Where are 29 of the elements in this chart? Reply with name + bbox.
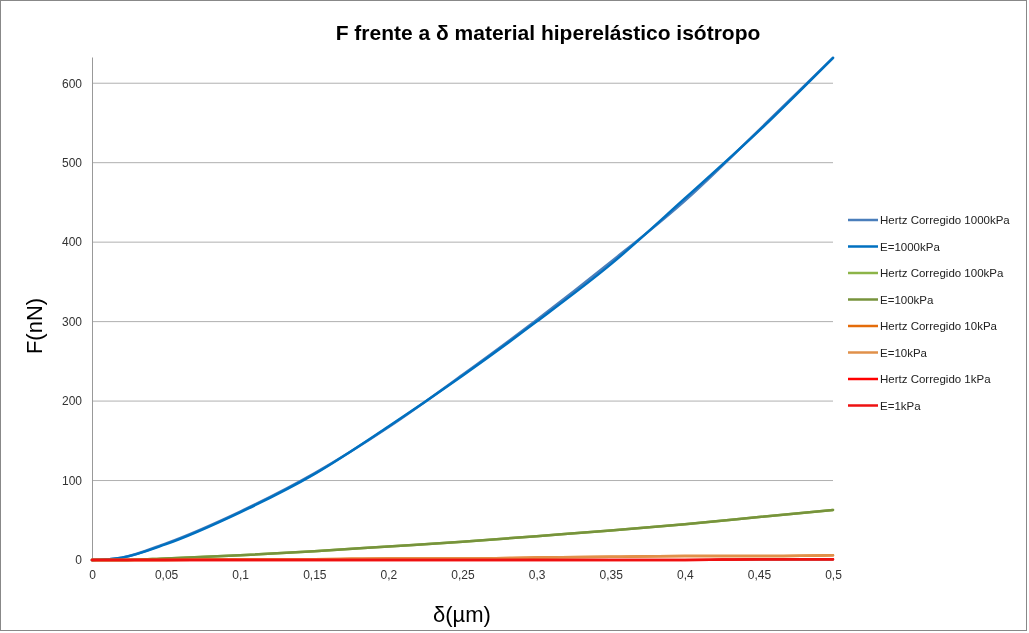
chart-title: F frente a δ material hiperelástico isótropo <box>335 21 761 44</box>
legend-label: Hertz Corregido 100kPa <box>880 267 1004 279</box>
x-tick-label: 0,05 <box>154 567 179 582</box>
legend-label: E=1kPa <box>880 399 922 412</box>
x-tick-label: 0,15 <box>303 567 327 582</box>
x-tick-label: 0,45 <box>747 567 772 582</box>
x-tick-label: 0,35 <box>599 567 624 582</box>
legend-label: E=1000kPa <box>880 240 941 253</box>
x-tick-label: 0,2 <box>380 567 398 582</box>
legend-label: Hertz Corregido 1000kPa <box>880 214 1011 226</box>
y-tick-label: 500 <box>61 156 83 171</box>
x-tick-label: 0,3 <box>528 567 546 582</box>
x-axis-title: δ(µm) <box>433 602 491 627</box>
y-tick-label: 400 <box>61 235 83 250</box>
legend-label: E=10kPa <box>880 346 928 359</box>
y-tick-label: 600 <box>61 76 83 91</box>
x-tick-label: 0,4 <box>676 567 694 582</box>
x-tick-label: 0,5 <box>825 567 843 582</box>
legend-label: Hertz Corregido 10kPa <box>880 320 998 332</box>
x-tick-label: 0,1 <box>232 567 250 582</box>
y-tick-label: 300 <box>61 314 83 329</box>
y-tick-label: 100 <box>61 473 83 488</box>
legend-label: E=100kPa <box>880 293 934 306</box>
x-tick-label: 0,25 <box>451 567 475 582</box>
y-axis-title: F(nN) <box>22 297 47 355</box>
legend-label: Hertz Corregido 1kPa <box>880 373 992 385</box>
y-tick-label: 0 <box>75 553 83 568</box>
x-tick-label: 0 <box>89 567 97 582</box>
y-tick-label: 200 <box>61 394 83 409</box>
